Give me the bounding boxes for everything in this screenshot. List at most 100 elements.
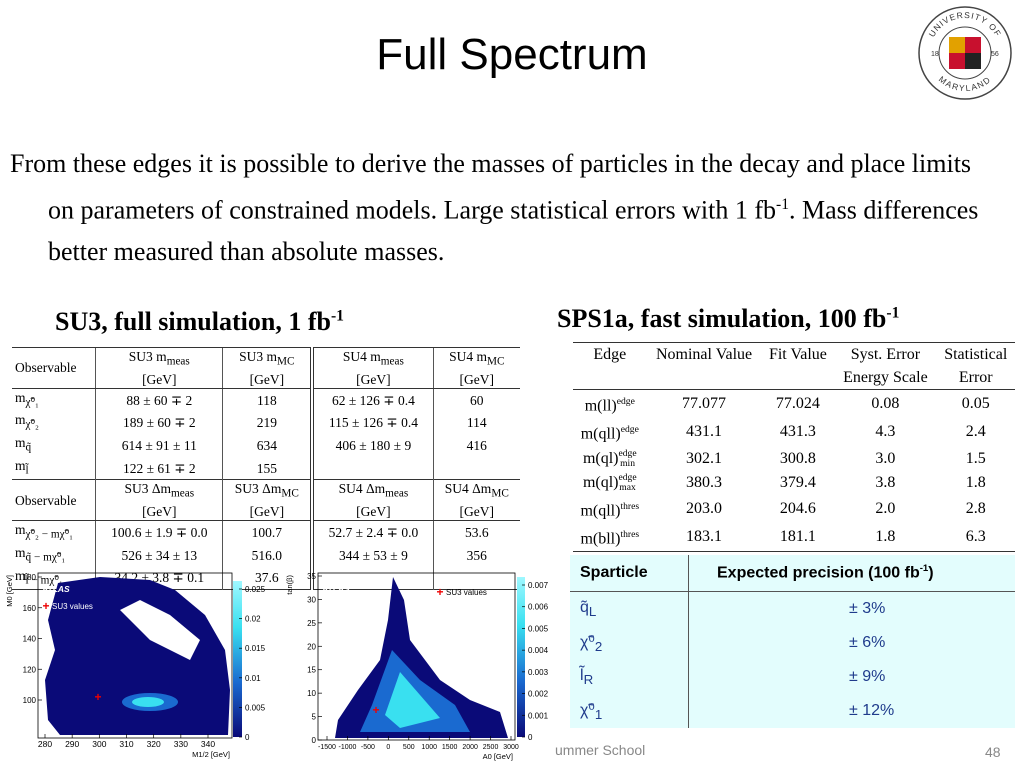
header-row: Observable SU3 Δmmeas [GeV] SU3 ΔmMC [GeV] SU… (12, 479, 520, 522)
table-cell: ml̃ (12, 457, 96, 480)
x-tick-label: 310 (119, 739, 133, 749)
colorbar-label: 0.01 (245, 674, 261, 683)
text: From these edges it is possible to deriv… (10, 149, 972, 225)
plots: 280 290 300 310 320 330 34010012014016018000.0… (5, 572, 549, 761)
text: 4.3 (875, 423, 896, 441)
plot-frame (37, 572, 233, 739)
x-tick-label: 300 (92, 739, 106, 749)
table-row: mq̃ 614 ± 91 ± 11 634 406 ± 180 ± 9 416 (12, 434, 520, 457)
header-row: Edge Nominal Value Fit Value Syst. Error Ene… (573, 342, 1015, 390)
text: 204.6 (779, 499, 816, 517)
table-cell: mχ̃⁰₁ (12, 388, 96, 411)
text: ± 9% (849, 668, 886, 685)
unit: [GeV] (249, 504, 285, 520)
y-tick-label: 30 (307, 595, 316, 604)
table-cell: 416 (432, 434, 520, 457)
footer: ummer School (555, 742, 646, 758)
body-text: From these edges it is possible to deriv… (10, 143, 985, 272)
text: 88 ± 60 ∓ 2 (126, 392, 193, 408)
text: SU3 m (239, 349, 278, 364)
header-row: Observable SU3 mmeas [GeV] SU3 mMC [GeV] SU4 … (12, 347, 520, 389)
table-cell: 2.4 (936, 418, 1015, 446)
subscript: 1 (594, 707, 603, 723)
flag (965, 53, 981, 69)
subscript: 2 (594, 639, 603, 655)
table-cell: 302.1 (647, 447, 762, 471)
subscript: χ̃⁰₁ (51, 551, 66, 564)
text: 203.0 (686, 499, 723, 517)
header-cell: Observable (12, 347, 96, 389)
subscript: R (583, 672, 594, 688)
table-cell: l̃R (570, 660, 689, 694)
stack: edge min (619, 449, 637, 468)
header-cell: Nominal Value (646, 342, 762, 390)
text: 62 ± 126 ∓ 0.4 (331, 392, 415, 408)
header-cell: SU3 ΔmMC [GeV] (222, 479, 313, 522)
table-row: ml̃ 122 ± 61 ∓ 2 155 (12, 456, 520, 480)
header-cell: Observable (12, 479, 96, 522)
table-cell: 100.7 (222, 520, 313, 544)
text: ± 6% (849, 634, 886, 651)
table-row: m(bll)thres 183.1 181.1 1.8 6.3 (573, 523, 1015, 552)
table-cell: mq̃ − mχ̃⁰₁ (12, 544, 96, 567)
table-cell: 300.8 (762, 447, 835, 471)
table-cell: 37.6 (222, 566, 313, 590)
header-cell: SU3 mMC [GeV] (222, 347, 313, 389)
x-tick-label: 500 (403, 744, 415, 751)
text: m(qll) (580, 425, 621, 443)
text: 0.08 (871, 395, 900, 413)
table-cell: χ̃⁰2 (570, 626, 689, 660)
text: 6.3 (965, 528, 986, 546)
text: 1.8 (875, 528, 896, 546)
table-cell: 6.3 (936, 523, 1015, 552)
table-cell: ± 12% (689, 694, 1016, 728)
text: m(qll) (580, 501, 621, 519)
slide-title: Full Spectrum (376, 30, 648, 79)
text: m(ql) (582, 449, 619, 467)
colorbar (233, 581, 242, 737)
logo: UNIVERSITY OF MARYLAND 18 56 (918, 6, 1012, 100)
table-cell: 1.8 (936, 471, 1015, 495)
table-cell: 526 ± 34 ± 13 (95, 543, 223, 567)
header-cell: SU4 mmeas [GeV] (310, 347, 434, 389)
table-cell: 2.0 (834, 495, 936, 523)
text: 379.4 (779, 473, 816, 491)
unit: [GeV] (356, 504, 391, 520)
subscript: q̃ (25, 441, 32, 454)
table-cell: ± 3% (689, 592, 1016, 627)
stack: edge max (619, 473, 637, 492)
marker: + (372, 703, 379, 717)
colorbar-label: 0.002 (528, 690, 549, 699)
y-tick-label: 100 (23, 696, 37, 705)
table-cell: 379.4 (762, 471, 835, 495)
colorbar-label: 0.005 (528, 624, 549, 633)
sps-table: Edge Nominal Value Fit Value Syst. Error Ene… (573, 342, 1015, 553)
plot-frame (317, 572, 516, 741)
heatmap (385, 672, 440, 728)
unit: Error (958, 369, 993, 386)
text: 219 (256, 415, 277, 431)
y-tick-label: 120 (23, 665, 37, 674)
superscript: -1 (776, 196, 790, 213)
subscript: MC (281, 488, 299, 501)
x-tick-label: -1500 (318, 744, 336, 751)
text: m (15, 457, 26, 473)
text: Observable (15, 492, 77, 508)
x-tick-label: -1000 (338, 744, 356, 751)
su3-table: Observable SU3 mmeas [GeV] SU3 mMC [GeV] SU4 … (12, 347, 520, 591)
flag (965, 37, 981, 53)
header-row: Sparticle Expected precision (100 fb-1) (570, 555, 1015, 592)
table-cell: ± 6% (689, 626, 1016, 660)
subscript: χ̃⁰₁ (59, 528, 74, 541)
table-cell: 77.077 (647, 390, 762, 419)
table-cell: 183.1 (647, 523, 762, 552)
table-cell: 406 ± 180 ± 9 (310, 434, 434, 457)
superscript: edge (620, 424, 639, 436)
x-tick-label: 1000 (421, 744, 437, 751)
subscript: meas (166, 355, 190, 368)
header-cell: SU4 Δmmeas [GeV] (310, 479, 434, 522)
flag (949, 37, 965, 53)
table-cell (432, 456, 520, 480)
table-cell: mq̃ (12, 434, 96, 457)
